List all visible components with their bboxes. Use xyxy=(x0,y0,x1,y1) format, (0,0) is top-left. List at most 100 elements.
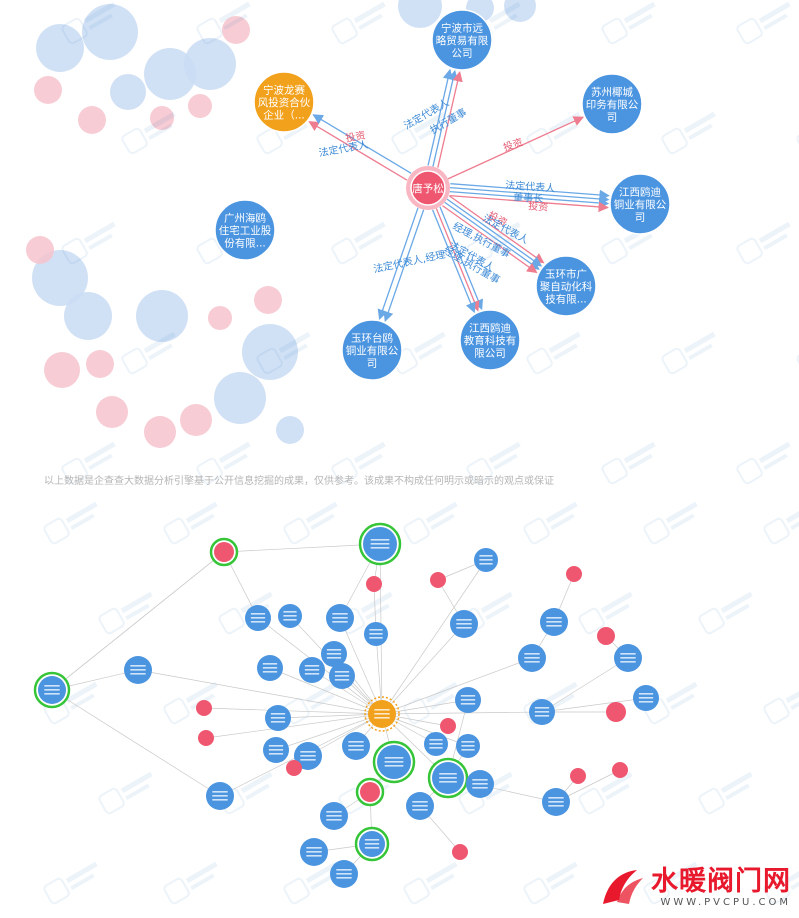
relation-edge xyxy=(449,191,610,209)
network-node[interactable] xyxy=(427,757,469,799)
node-label: 聚自动化科 xyxy=(540,280,593,293)
network-node[interactable] xyxy=(440,718,456,734)
watermark-icon xyxy=(763,501,799,545)
network-node[interactable] xyxy=(329,663,355,689)
network-node[interactable] xyxy=(300,838,328,866)
node-label: 玉环台鸥 xyxy=(351,332,393,345)
faded-node xyxy=(180,404,212,436)
network-node[interactable] xyxy=(570,768,586,784)
network-node[interactable] xyxy=(372,740,416,784)
faded-node xyxy=(222,16,250,44)
faded-node xyxy=(34,76,62,104)
network-node[interactable] xyxy=(606,702,626,722)
network-node[interactable] xyxy=(474,548,498,572)
network-node[interactable] xyxy=(321,641,347,667)
node-label: 司 xyxy=(367,358,378,370)
node-label: 宁波市远 xyxy=(441,22,483,35)
network-node[interactable] xyxy=(542,788,570,816)
network-node[interactable] xyxy=(455,687,481,713)
faded-node xyxy=(276,416,304,444)
network-node[interactable] xyxy=(354,826,390,862)
network-node[interactable] xyxy=(286,760,302,776)
network-node[interactable] xyxy=(355,777,385,807)
company-node[interactable]: 广州海鸥住宅工业股份有限... xyxy=(214,199,276,261)
faded-node xyxy=(188,94,212,118)
network-edge xyxy=(541,697,647,713)
network-node[interactable] xyxy=(614,644,642,672)
person-node-center[interactable]: 唐予松 xyxy=(406,166,450,210)
relation-edge xyxy=(442,205,538,274)
network-node[interactable] xyxy=(263,737,289,763)
watermark-icon xyxy=(196,1,251,45)
faded-node xyxy=(64,292,112,340)
network-node[interactable] xyxy=(278,604,302,628)
network-node[interactable] xyxy=(540,608,568,636)
network-node[interactable] xyxy=(424,732,448,756)
network-node[interactable] xyxy=(206,782,234,810)
network-node[interactable] xyxy=(320,802,348,830)
edge-label: 法定代表人 xyxy=(318,138,369,159)
faded-node xyxy=(32,250,88,306)
network-node[interactable] xyxy=(466,770,494,798)
node-label: 略贸易有限 xyxy=(436,34,489,47)
network-node[interactable] xyxy=(364,696,400,732)
network-edge xyxy=(275,713,383,751)
network-edge xyxy=(203,707,383,715)
network-node[interactable] xyxy=(196,700,212,716)
relation-edge xyxy=(432,209,476,314)
network-node[interactable] xyxy=(597,627,615,645)
network-node[interactable] xyxy=(33,671,71,709)
network-node[interactable] xyxy=(566,566,582,582)
network-node[interactable] xyxy=(299,657,325,683)
network-node[interactable] xyxy=(326,604,354,632)
network-edge xyxy=(205,713,383,739)
edge-label: 投资 xyxy=(344,128,366,144)
watermark-icon xyxy=(331,441,386,485)
relation-edge xyxy=(439,206,483,311)
company-node[interactable]: 玉环市广聚自动化科技有限... xyxy=(535,255,597,317)
network-node[interactable] xyxy=(366,576,382,592)
node-label: 风投资合伙 xyxy=(258,96,311,109)
network-edge xyxy=(381,657,533,715)
company-node[interactable]: 宁波龙赛风投资合伙企业（... xyxy=(253,71,315,133)
network-node[interactable] xyxy=(364,622,388,646)
bottom-graph-canvas xyxy=(33,501,799,905)
network-node[interactable] xyxy=(330,860,358,888)
network-node[interactable] xyxy=(452,844,468,860)
network-node[interactable] xyxy=(430,572,446,588)
watermark-icon xyxy=(163,501,218,545)
watermark-icon xyxy=(698,771,753,815)
network-node[interactable] xyxy=(198,730,214,746)
network-node[interactable] xyxy=(257,655,283,681)
network-node[interactable] xyxy=(518,644,546,672)
edge-label: 投资 xyxy=(528,199,549,213)
watermark-icon xyxy=(98,591,153,635)
network-node[interactable] xyxy=(342,732,370,760)
node-label: 技有限... xyxy=(545,293,587,306)
watermark-icon xyxy=(526,111,581,155)
watermark-icon xyxy=(643,861,698,905)
network-node[interactable] xyxy=(265,705,291,731)
network-node[interactable] xyxy=(450,610,478,638)
watermark-icon xyxy=(466,441,521,485)
network-node[interactable] xyxy=(245,605,271,631)
network-node[interactable] xyxy=(209,537,239,567)
watermark-icon xyxy=(403,681,458,725)
node-label: 广州海鸥 xyxy=(224,212,266,225)
network-node[interactable] xyxy=(612,762,628,778)
network-node[interactable] xyxy=(294,742,322,770)
network-node[interactable] xyxy=(358,522,402,566)
network-node[interactable] xyxy=(456,734,480,758)
node-label: 限公司 xyxy=(474,348,506,360)
network-node[interactable] xyxy=(633,685,659,711)
relation-edge xyxy=(308,121,408,181)
network-node[interactable] xyxy=(406,792,434,820)
network-node[interactable] xyxy=(529,699,555,725)
network-node[interactable] xyxy=(124,656,152,684)
relation-edge xyxy=(312,114,412,174)
